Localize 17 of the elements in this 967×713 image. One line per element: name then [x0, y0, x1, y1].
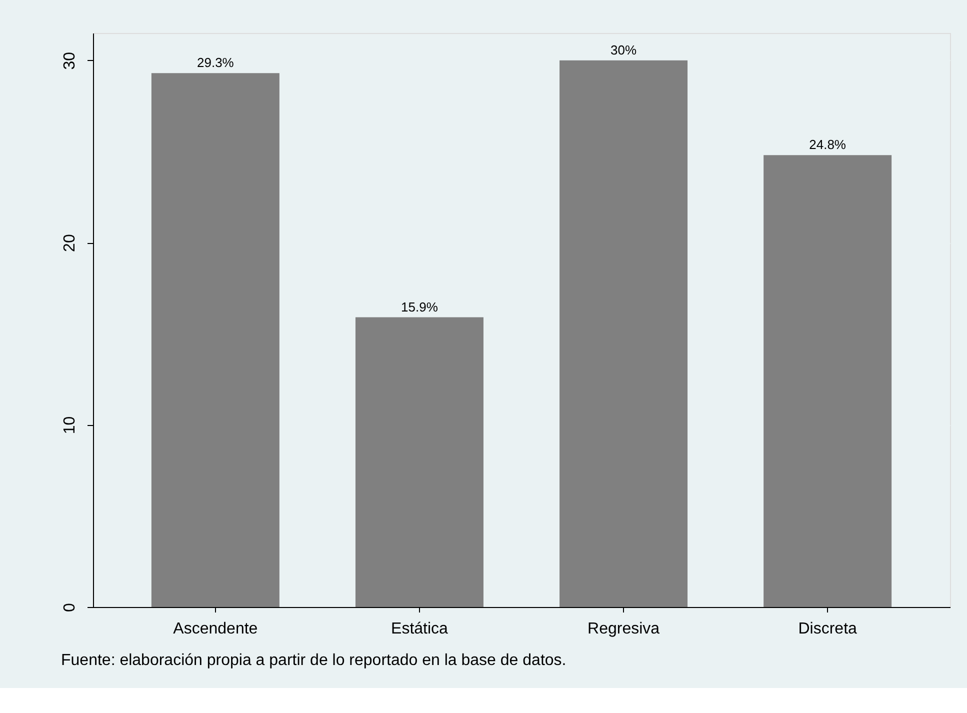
x-tick-label: Regresiva [588, 620, 660, 638]
bar [560, 60, 688, 607]
y-tick-label: 30 [62, 52, 78, 70]
data-label: 24.8% [809, 137, 846, 152]
bar [355, 317, 484, 607]
y-tick-label: 20 [62, 234, 78, 252]
bar [764, 155, 892, 607]
x-tick-label: Estática [391, 620, 448, 638]
y-tick-label: 0 [62, 602, 78, 612]
x-tick-label: Discreta [798, 620, 858, 638]
data-label: 30% [610, 42, 637, 58]
y-tick-label: 10 [62, 416, 78, 434]
source-note: Fuente: elaboración propia a partir de lo reportado en la base de datos. [61, 652, 566, 669]
data-label: 29.3% [196, 55, 234, 70]
data-label: 15.9% [401, 299, 438, 314]
x-tick-label: Ascendente [173, 620, 258, 638]
bar [151, 73, 280, 607]
